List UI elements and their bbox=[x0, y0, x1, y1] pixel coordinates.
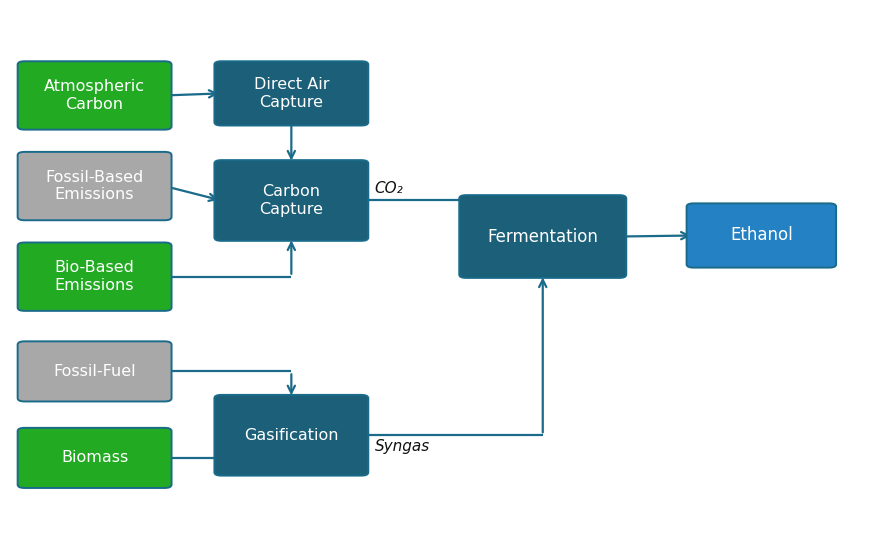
Text: Gasification: Gasification bbox=[244, 428, 339, 443]
FancyBboxPatch shape bbox=[459, 195, 627, 278]
Text: Ethanol: Ethanol bbox=[730, 227, 793, 245]
Text: Bio-Based
Emissions: Bio-Based Emissions bbox=[55, 260, 135, 293]
Text: Fossil-Fuel: Fossil-Fuel bbox=[54, 364, 136, 379]
FancyBboxPatch shape bbox=[215, 61, 369, 126]
Text: Fossil-Based
Emissions: Fossil-Based Emissions bbox=[46, 170, 143, 202]
Text: CO₂: CO₂ bbox=[374, 181, 403, 195]
Text: Direct Air
Capture: Direct Air Capture bbox=[253, 77, 329, 110]
FancyBboxPatch shape bbox=[18, 242, 172, 311]
Text: Atmospheric
Carbon: Atmospheric Carbon bbox=[44, 79, 145, 111]
Text: Fermentation: Fermentation bbox=[488, 228, 598, 246]
FancyBboxPatch shape bbox=[18, 152, 172, 220]
FancyBboxPatch shape bbox=[215, 395, 369, 476]
Text: Carbon
Capture: Carbon Capture bbox=[260, 184, 323, 217]
FancyBboxPatch shape bbox=[215, 160, 369, 241]
FancyBboxPatch shape bbox=[18, 61, 172, 130]
Text: Biomass: Biomass bbox=[61, 451, 128, 465]
FancyBboxPatch shape bbox=[686, 203, 836, 268]
FancyBboxPatch shape bbox=[18, 428, 172, 488]
Text: Syngas: Syngas bbox=[374, 439, 429, 454]
FancyBboxPatch shape bbox=[18, 341, 172, 401]
